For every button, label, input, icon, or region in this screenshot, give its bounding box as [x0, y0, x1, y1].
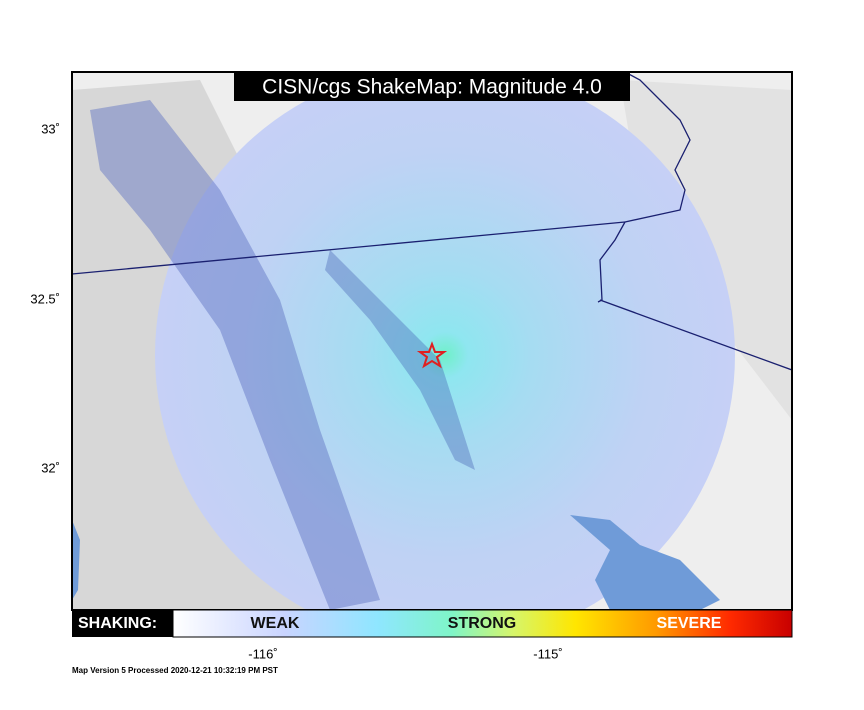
legend-level: STRONG — [448, 615, 516, 632]
lat-label: 32.5˚ — [30, 291, 60, 306]
mountain-shading — [90, 100, 380, 610]
border-line — [72, 221, 626, 275]
footer: Map Version 5 Processed 2020-12-21 10:32… — [72, 666, 278, 675]
lon-label: -116˚ — [248, 646, 277, 661]
lat-label: 33˚ — [41, 121, 60, 136]
map-area — [72, 72, 792, 610]
legend-level: SEVERE — [657, 615, 722, 632]
lon-label: -115˚ — [533, 646, 562, 661]
intensity-scale — [172, 609, 793, 638]
map-title: CISN/cgs ShakeMap: Magnitude 4.0 — [262, 76, 602, 99]
sea — [570, 515, 720, 610]
title-box — [234, 73, 630, 101]
legend-label: SHAKING: — [78, 615, 157, 632]
sea — [72, 520, 80, 600]
shaking-area — [155, 72, 735, 610]
epicenter — [416, 341, 448, 369]
legend-level: WEAK — [251, 615, 300, 632]
border-line — [599, 299, 792, 371]
county-line — [597, 72, 691, 303]
mountain-shading — [325, 250, 475, 470]
lat-label: 32˚ — [41, 460, 60, 475]
legend-label-box — [72, 610, 173, 637]
